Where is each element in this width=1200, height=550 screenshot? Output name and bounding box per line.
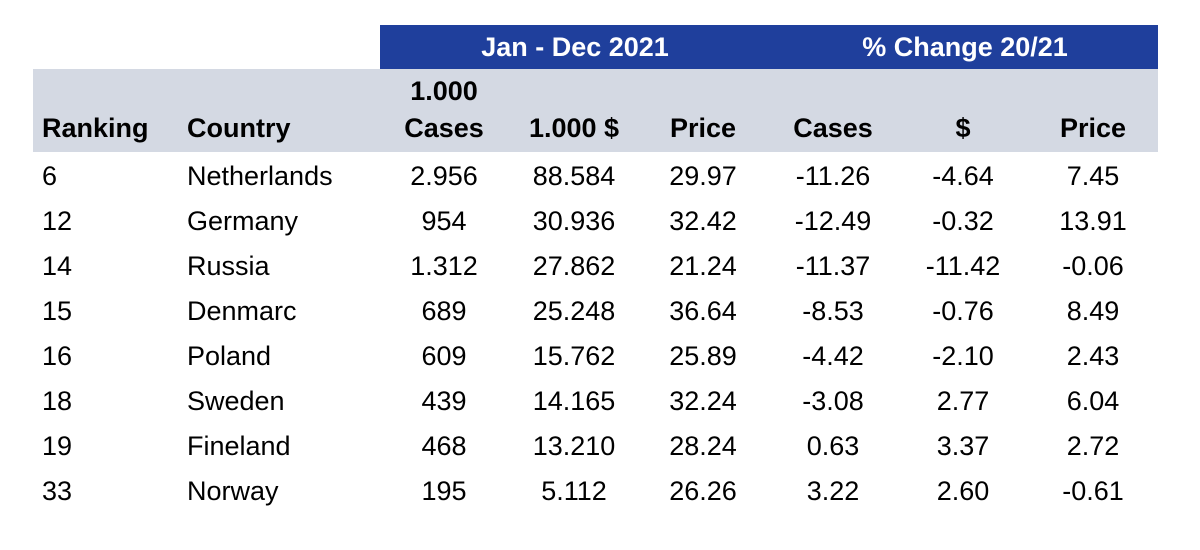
cell-pct-cases: -11.26 — [795, 161, 871, 191]
cell-pct-price: 13.91 — [1059, 206, 1127, 236]
col-pct-price: Price — [1059, 113, 1127, 143]
cell-usd: 27.862 — [532, 251, 616, 281]
table-row: 15 Denmarc 689 25.248 36.64 -8.53 -0.76 … — [0, 289, 1200, 334]
cell-pct-usd: -2.10 — [932, 341, 994, 371]
cell-price: 32.24 — [669, 386, 737, 416]
cell-pct-cases: -3.08 — [802, 386, 864, 416]
cell-pct-cases: -11.37 — [795, 251, 871, 281]
table-row: 6 Netherlands 2.956 88.584 29.97 -11.26 … — [0, 154, 1200, 199]
cell-pct-usd: -4.64 — [932, 161, 994, 191]
cell-usd: 25.248 — [532, 296, 616, 326]
cell-price: 25.89 — [669, 341, 737, 371]
cell-usd: 5.112 — [541, 476, 607, 506]
cell-pct-usd: -0.76 — [932, 296, 994, 326]
cell-pct-cases: -12.49 — [794, 206, 872, 236]
col-price: Price — [669, 113, 737, 143]
col-usd: 1.000 $ — [528, 113, 620, 143]
cell-pct-price: -0.06 — [1062, 251, 1124, 281]
col-country: Country — [187, 113, 291, 143]
table-row: 16 Poland 609 15.762 25.89 -4.42 -2.10 2… — [0, 334, 1200, 379]
cell-ranking: 6 — [42, 161, 58, 191]
cell-pct-cases: -8.53 — [802, 296, 864, 326]
cell-cases: 609 — [421, 341, 467, 371]
cell-pct-usd: 2.60 — [936, 476, 990, 506]
cell-ranking: 16 — [42, 341, 73, 371]
cell-ranking: 19 — [42, 431, 73, 461]
period-label: Jan - Dec 2021 — [481, 32, 669, 62]
col-cases: Cases — [404, 113, 484, 143]
cell-usd: 88.584 — [532, 161, 616, 191]
cell-pct-price: -0.61 — [1062, 476, 1124, 506]
cell-country: Denmarc — [187, 296, 297, 326]
col-pct-usd: $ — [955, 113, 971, 143]
cell-country: Netherlands — [187, 161, 333, 191]
cell-pct-cases: 3.22 — [806, 476, 860, 506]
cell-cases: 468 — [421, 431, 467, 461]
cell-price: 36.64 — [669, 296, 737, 326]
cell-cases: 689 — [421, 296, 467, 326]
cell-pct-price: 2.43 — [1066, 341, 1120, 371]
cell-pct-usd: 3.37 — [936, 431, 990, 461]
col-pct-cases: Cases — [793, 113, 873, 143]
cell-cases: 1.312 — [410, 251, 478, 281]
cell-pct-cases: 0.63 — [806, 431, 860, 461]
cell-country: Poland — [187, 341, 272, 371]
cell-usd: 13.210 — [532, 431, 616, 461]
table-row: 14 Russia 1.312 27.862 21.24 -11.37 -11.… — [0, 244, 1200, 289]
cell-pct-usd: -11.42 — [925, 251, 1001, 281]
cell-pct-usd: 2.77 — [936, 386, 990, 416]
cell-pct-price: 6.04 — [1066, 386, 1120, 416]
table-row: 19 Fineland 468 13.210 28.24 0.63 3.37 2… — [0, 424, 1200, 469]
cell-pct-price: 8.49 — [1066, 296, 1120, 326]
cell-pct-price: 7.45 — [1066, 161, 1120, 191]
table-row: 33 Norway 195 5.112 26.26 3.22 2.60 -0.6… — [0, 469, 1200, 514]
cell-country: Germany — [187, 206, 299, 236]
cell-price: 26.26 — [669, 476, 737, 506]
cell-ranking: 18 — [42, 386, 73, 416]
cell-price: 29.97 — [669, 161, 737, 191]
cell-cases: 439 — [421, 386, 467, 416]
cell-price: 28.24 — [669, 431, 737, 461]
col-cases-unit: 1.000 — [410, 76, 478, 106]
cell-pct-usd: -0.32 — [932, 206, 994, 236]
cell-cases: 2.956 — [410, 161, 478, 191]
cell-country: Fineland — [187, 431, 291, 461]
cell-price: 21.24 — [669, 251, 737, 281]
column-header-row — [33, 69, 1158, 152]
cell-ranking: 15 — [42, 296, 73, 326]
cell-usd: 30.936 — [532, 206, 616, 236]
cell-country: Russia — [187, 251, 270, 281]
cell-ranking: 33 — [42, 476, 73, 506]
change-label: % Change 20/21 — [862, 32, 1068, 62]
cell-price: 32.42 — [669, 206, 737, 236]
cell-pct-cases: -4.42 — [802, 341, 864, 371]
cell-usd: 15.762 — [532, 341, 616, 371]
col-ranking: Ranking — [42, 113, 149, 143]
cell-ranking: 12 — [42, 206, 73, 236]
cell-pct-price: 2.72 — [1066, 431, 1120, 461]
cell-ranking: 14 — [42, 251, 73, 281]
table-row: 12 Germany 954 30.936 32.42 -12.49 -0.32… — [0, 199, 1200, 244]
header-band — [380, 25, 1158, 69]
cell-country: Norway — [187, 476, 279, 506]
cell-cases: 195 — [421, 476, 467, 506]
cell-usd: 14.165 — [532, 386, 616, 416]
cell-country: Sweden — [187, 386, 285, 416]
table-row: 18 Sweden 439 14.165 32.24 -3.08 2.77 6.… — [0, 379, 1200, 424]
cell-cases: 954 — [421, 206, 467, 236]
